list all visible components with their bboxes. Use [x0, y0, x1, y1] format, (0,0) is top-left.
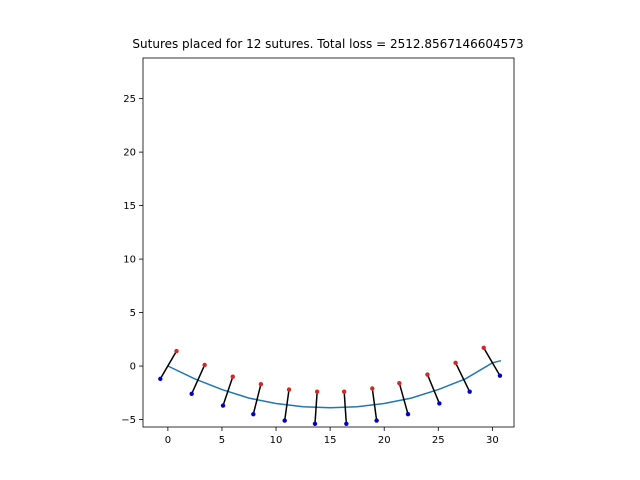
suture-layer: [158, 345, 503, 426]
insertion-point: [174, 348, 179, 354]
x-tick-label: 10: [270, 435, 283, 446]
suture-line: [398, 382, 409, 415]
insertion-point: [230, 374, 235, 379]
x-tick-label: 15: [324, 435, 337, 446]
axes-frame: [142, 57, 515, 428]
x-tick-label: 0: [165, 435, 171, 446]
extraction-point: [405, 411, 411, 417]
suture-line: [314, 391, 318, 424]
x-tick-label: 5: [219, 435, 225, 446]
extraction-point: [374, 418, 379, 423]
insertion-point: [481, 345, 486, 351]
wound-curve-layer: [167, 359, 502, 409]
suture-line: [283, 389, 290, 421]
extraction-point: [220, 403, 226, 408]
extraction-point: [467, 389, 472, 394]
insertion-point: [453, 360, 458, 366]
y-tick-label: 10: [123, 255, 136, 266]
y-tick-label: −5: [121, 415, 136, 426]
extraction-point: [189, 391, 194, 397]
x-tick-label: 20: [378, 435, 391, 446]
x-tick-label: 25: [432, 435, 445, 446]
insertion-point: [425, 372, 430, 377]
insertion-point: [341, 389, 347, 394]
y-tick-label: 15: [123, 201, 136, 212]
suture-line: [371, 388, 378, 421]
suture-line: [426, 374, 441, 404]
y-tick-label: 20: [123, 148, 136, 159]
insertion-point: [370, 386, 375, 391]
suture-line: [454, 362, 471, 393]
plot-area: 0 5 10 15 20 25 30 −5 0 5 10 15 20 25: [121, 57, 515, 446]
y-axis: −5 0 5 10 15 20 25: [121, 94, 143, 426]
suture-line: [190, 364, 206, 395]
insertion-point: [286, 387, 292, 392]
insertion-point: [258, 382, 264, 387]
extraction-point: [437, 401, 442, 406]
extraction-point: [497, 373, 503, 378]
extraction-point: [344, 421, 349, 426]
extraction-point: [158, 376, 163, 382]
x-tick-label: 30: [486, 435, 499, 446]
suture-line: [343, 391, 348, 424]
wound-curve-line: [167, 359, 502, 409]
y-tick-label: 25: [123, 94, 136, 105]
chart-title: Sutures placed for 12 sutures. Total los…: [132, 37, 523, 51]
suture-line: [222, 376, 234, 406]
x-axis: 0 5 10 15 20 25 30: [165, 427, 499, 446]
insertion-point: [397, 380, 402, 386]
y-tick-label: 5: [130, 308, 136, 319]
extraction-point: [251, 411, 256, 417]
insertion-point: [314, 389, 320, 394]
extraction-point: [312, 421, 318, 426]
suture-line: [252, 384, 262, 415]
extraction-point: [282, 418, 287, 423]
insertion-point: [202, 362, 207, 368]
suture-line: [483, 347, 501, 377]
y-tick-label: 0: [130, 362, 136, 373]
suture-line: [159, 350, 178, 380]
